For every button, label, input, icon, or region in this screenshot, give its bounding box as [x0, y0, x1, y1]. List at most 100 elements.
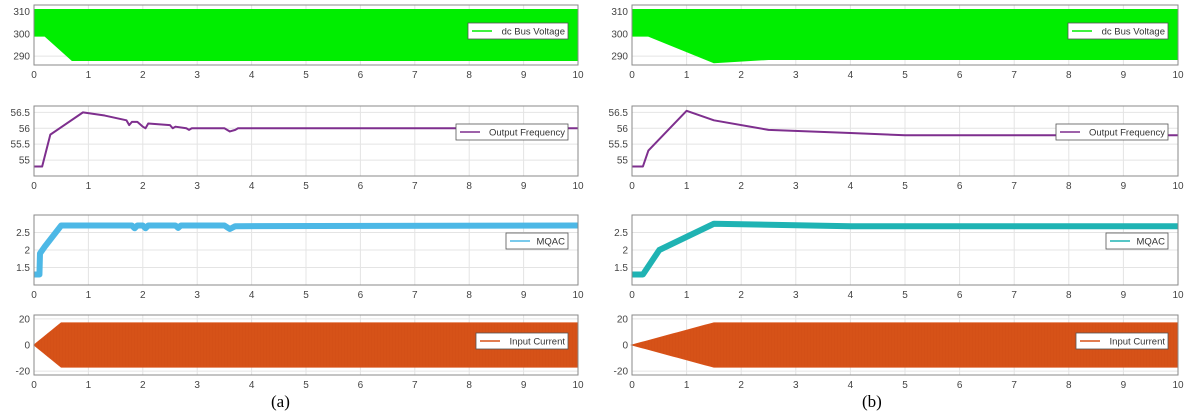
- series-output-frequency: [34, 111, 578, 168]
- x-tick-label: 3: [793, 70, 799, 81]
- x-tick-label: 0: [31, 181, 37, 192]
- x-tick-label: 9: [521, 70, 527, 81]
- x-tick-label: 2: [738, 380, 744, 391]
- x-tick-label: 1: [684, 181, 690, 192]
- x-tick-label: 10: [572, 380, 584, 391]
- series-mqac: [632, 220, 1178, 278]
- x-tick-label: 9: [1121, 181, 1127, 192]
- x-tick-label: 0: [31, 290, 37, 301]
- x-tick-label: 9: [521, 380, 527, 391]
- y-tick-label: 56: [19, 124, 31, 135]
- y-tick-label: 300: [13, 29, 30, 40]
- y-tick-label: 2.5: [16, 228, 30, 239]
- x-tick-label: 10: [572, 181, 584, 192]
- x-tick-label: 5: [902, 380, 908, 391]
- x-tick-label: 0: [629, 181, 635, 192]
- x-tick-label: 5: [303, 380, 309, 391]
- caption-b: (b): [862, 392, 882, 411]
- x-tick-label: 2: [738, 181, 744, 192]
- legend-box: [455, 123, 569, 141]
- plot-b-3: 0 1 2 3 4 5 6 7 8 9 10 1.5 2 2.5 MQAC: [614, 214, 1184, 301]
- x-tick-label: 6: [957, 290, 963, 301]
- x-tick-label: 1: [684, 290, 690, 301]
- y-tick-label: 0: [622, 341, 628, 352]
- y-tick-label: 55.5: [11, 140, 31, 151]
- y-tick-label: 56.5: [11, 108, 31, 119]
- plot-frame: [33, 4, 579, 66]
- x-tick-label: 4: [848, 290, 854, 301]
- legend-label: MQAC: [537, 237, 566, 248]
- x-tick-label: 3: [194, 70, 200, 81]
- x-tick-label: 9: [1121, 290, 1127, 301]
- x-tick-label: 10: [1172, 380, 1184, 391]
- y-tick-label: 290: [611, 52, 628, 63]
- x-tick-label: 6: [358, 181, 364, 192]
- x-tick-label: 3: [194, 290, 200, 301]
- plot-frame: [631, 214, 1179, 286]
- x-tick-label: 8: [1066, 181, 1072, 192]
- series-mqac: [34, 222, 579, 278]
- y-tick-label: 55: [19, 156, 31, 167]
- x-tick-label: 8: [466, 70, 472, 81]
- x-tick-label: 0: [629, 380, 635, 391]
- series-dc-bus-voltage: [631, 8, 1179, 64]
- x-tick-label: 9: [1121, 380, 1127, 391]
- legend-box: [505, 232, 569, 250]
- x-tick-label: 6: [358, 290, 364, 301]
- x-tick-label: 7: [1011, 380, 1017, 391]
- y-tick-label: 56: [617, 124, 629, 135]
- x-tick-label: 5: [902, 290, 908, 301]
- legend-label: Input Current: [1110, 337, 1166, 348]
- x-tick-label: 3: [194, 380, 200, 391]
- x-tick-label: 9: [521, 290, 527, 301]
- y-tick-label: 310: [611, 7, 628, 18]
- x-tick-label: 9: [1121, 70, 1127, 81]
- x-tick-label: 6: [358, 70, 364, 81]
- x-tick-label: 1: [86, 380, 92, 391]
- legend-box: [475, 332, 569, 350]
- y-tick-label: 290: [13, 52, 30, 63]
- y-tick-label: 2.5: [614, 228, 628, 239]
- legend-box: [1075, 332, 1169, 350]
- y-tick-label: 2: [622, 246, 628, 257]
- x-tick-label: 0: [31, 70, 37, 81]
- x-tick-label: 5: [303, 181, 309, 192]
- x-tick-label: 5: [902, 181, 908, 192]
- x-tick-label: 1: [86, 70, 92, 81]
- x-tick-label: 8: [466, 181, 472, 192]
- x-tick-label: 8: [1066, 70, 1072, 81]
- y-tick-label: -20: [614, 367, 629, 378]
- legend-box: [1055, 123, 1169, 141]
- plot-frame: [33, 105, 579, 177]
- x-tick-label: 6: [957, 380, 963, 391]
- x-tick-label: 5: [303, 290, 309, 301]
- x-tick-label: 6: [957, 70, 963, 81]
- y-tick-label: 2: [24, 246, 30, 257]
- x-tick-label: 8: [466, 290, 472, 301]
- x-tick-label: 7: [412, 290, 418, 301]
- x-tick-label: 10: [1172, 290, 1184, 301]
- x-tick-label: 0: [629, 290, 635, 301]
- y-tick-label: 1.5: [16, 263, 30, 274]
- plot-frame: [33, 314, 579, 376]
- legend-label: dc Bus Voltage: [1102, 27, 1165, 38]
- x-tick-label: 3: [793, 181, 799, 192]
- x-tick-label: 3: [793, 380, 799, 391]
- legend-label: MQAC: [1137, 237, 1166, 248]
- x-tick-label: 2: [738, 70, 744, 81]
- legend-box: [1105, 232, 1169, 250]
- x-tick-label: 10: [572, 290, 584, 301]
- series-output-frequency: [632, 109, 1178, 168]
- x-tick-label: 0: [629, 70, 635, 81]
- x-tick-label: 0: [31, 380, 37, 391]
- x-tick-label: 4: [848, 181, 854, 192]
- x-tick-label: 7: [412, 181, 418, 192]
- y-tick-label: 20: [617, 314, 629, 325]
- legend-label: Output Frequency: [489, 128, 565, 139]
- plot-b-1: 0 1 2 3 4 5 6 7 8 9 10 290 300 310 dc Bus Voltage: [611, 4, 1184, 81]
- x-tick-label: 7: [1011, 181, 1017, 192]
- x-tick-label: 8: [1066, 290, 1072, 301]
- x-tick-label: 1: [684, 380, 690, 391]
